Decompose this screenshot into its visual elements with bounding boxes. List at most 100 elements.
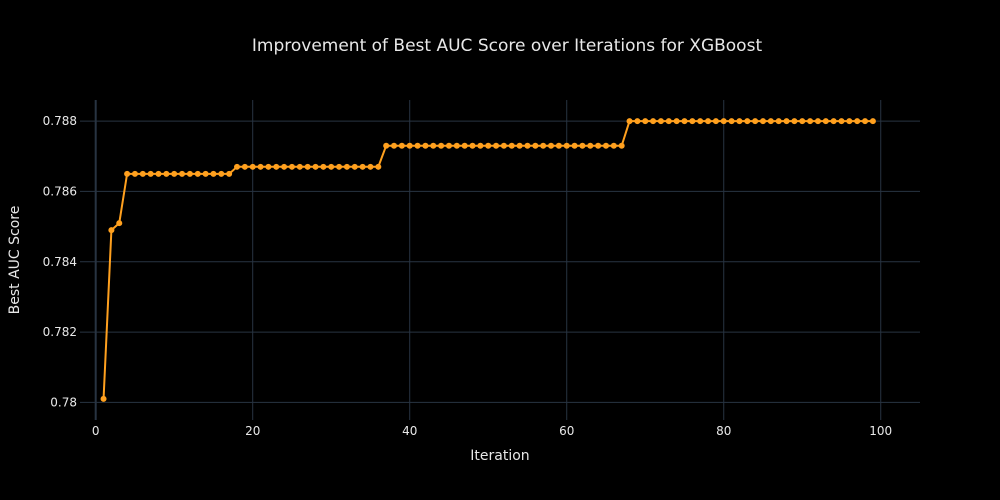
x-tick-label: 60 [559, 424, 574, 438]
data-point [234, 163, 241, 170]
data-point [626, 118, 633, 125]
data-point [634, 118, 641, 125]
data-point [799, 118, 806, 125]
data-point [571, 142, 578, 149]
data-point [524, 142, 531, 149]
data-point [595, 142, 602, 149]
x-axis-title: Iteration [470, 448, 529, 464]
x-tick-label: 80 [716, 424, 731, 438]
data-point [759, 118, 766, 125]
data-point [814, 118, 821, 125]
data-point [375, 163, 382, 170]
data-point [304, 163, 311, 170]
data-point [116, 220, 123, 227]
data-point [257, 163, 264, 170]
data-point [485, 142, 492, 149]
data-point [100, 395, 107, 402]
data-point [398, 142, 405, 149]
data-point [830, 118, 837, 125]
data-point [312, 163, 319, 170]
data-point [705, 118, 712, 125]
data-point [320, 163, 327, 170]
data-point [602, 142, 609, 149]
data-point [336, 163, 343, 170]
data-point [508, 142, 515, 149]
data-point [202, 170, 209, 177]
data-point [744, 118, 751, 125]
data-point [516, 142, 523, 149]
data-point [273, 163, 280, 170]
data-point [445, 142, 452, 149]
data-point [587, 142, 594, 149]
data-point [218, 170, 225, 177]
data-point [296, 163, 303, 170]
data-point [728, 118, 735, 125]
data-point [854, 118, 861, 125]
data-point [838, 118, 845, 125]
data-point [869, 118, 876, 125]
data-point [673, 118, 680, 125]
data-point [367, 163, 374, 170]
data-point [108, 227, 115, 234]
data-point [359, 163, 366, 170]
y-tick-label: 0.788 [43, 114, 77, 128]
chart-title: Improvement of Best AUC Score over Itera… [252, 36, 763, 56]
data-point [461, 142, 468, 149]
x-tick-label: 0 [92, 424, 100, 438]
data-point [618, 142, 625, 149]
data-point [351, 163, 358, 170]
tick-layer: 0.78 0.782 0.784 0.786 0.788 0 20 40 60 80 100 [43, 114, 893, 438]
data-point [736, 118, 743, 125]
data-point [383, 142, 390, 149]
data-point [665, 118, 672, 125]
data-point [343, 163, 350, 170]
data-point [226, 170, 233, 177]
data-point [650, 118, 657, 125]
data-point [155, 170, 162, 177]
data-point [210, 170, 217, 177]
data-point [163, 170, 170, 177]
y-tick-label: 0.786 [43, 184, 77, 198]
data-point [147, 170, 154, 177]
data-point [438, 142, 445, 149]
grid-layer [80, 100, 920, 420]
data-point [540, 142, 547, 149]
data-point [563, 142, 570, 149]
x-tick-label: 40 [402, 424, 417, 438]
data-point [846, 118, 853, 125]
data-point [783, 118, 790, 125]
data-point [532, 142, 539, 149]
data-point [767, 118, 774, 125]
data-point [752, 118, 759, 125]
data-point [720, 118, 727, 125]
data-point [249, 163, 256, 170]
series-layer [100, 118, 876, 402]
data-point [689, 118, 696, 125]
data-point [493, 142, 500, 149]
data-point [430, 142, 437, 149]
data-point [453, 142, 460, 149]
data-point [657, 118, 664, 125]
data-point [775, 118, 782, 125]
data-point [791, 118, 798, 125]
data-point [555, 142, 562, 149]
data-point [610, 142, 617, 149]
data-point [179, 170, 186, 177]
data-point [288, 163, 295, 170]
data-point [406, 142, 413, 149]
data-point [422, 142, 429, 149]
data-point [171, 170, 178, 177]
data-point [469, 142, 476, 149]
y-tick-label: 0.78 [50, 395, 77, 409]
data-point [194, 170, 201, 177]
data-point [265, 163, 272, 170]
x-tick-label: 20 [245, 424, 260, 438]
data-point [241, 163, 248, 170]
y-axis-title: Best AUC Score [7, 206, 23, 315]
data-point [548, 142, 555, 149]
data-point [477, 142, 484, 149]
y-tick-label: 0.784 [43, 255, 77, 269]
data-point [186, 170, 193, 177]
